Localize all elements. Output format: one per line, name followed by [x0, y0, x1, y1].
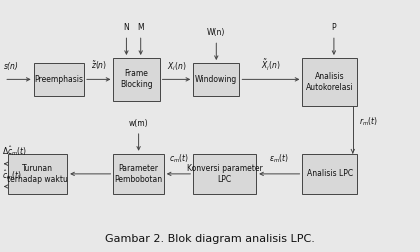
FancyBboxPatch shape: [113, 58, 160, 101]
Text: Turunan
terhadap waktu: Turunan terhadap waktu: [8, 164, 68, 184]
Text: M: M: [137, 23, 144, 32]
FancyBboxPatch shape: [193, 63, 239, 96]
Text: W(n): W(n): [207, 28, 226, 37]
Text: Gambar 2. Blok diagram analisis LPC.: Gambar 2. Blok diagram analisis LPC.: [105, 234, 315, 244]
Text: $X_i(n)$: $X_i(n)$: [167, 60, 186, 73]
Text: $\Delta\hat{c}_m(t)$: $\Delta\hat{c}_m(t)$: [2, 145, 27, 159]
Text: $c_m(t)$: $c_m(t)$: [168, 152, 189, 165]
Text: $\tilde{z}(n)$: $\tilde{z}(n)$: [91, 60, 107, 72]
Text: Analisis LPC: Analisis LPC: [307, 169, 353, 178]
Text: $\tilde{X}_i(n)$: $\tilde{X}_i(n)$: [261, 58, 281, 73]
FancyBboxPatch shape: [302, 154, 357, 194]
Text: $\hat{c}_m(t)$: $\hat{c}_m(t)$: [2, 169, 22, 182]
FancyBboxPatch shape: [8, 154, 67, 194]
Text: s(n): s(n): [4, 62, 19, 71]
FancyBboxPatch shape: [113, 154, 164, 194]
Text: N: N: [123, 23, 129, 32]
Text: Analisis
Autokorelasi: Analisis Autokorelasi: [306, 72, 354, 92]
Text: Konversi parameter
LPC: Konversi parameter LPC: [187, 164, 262, 184]
FancyBboxPatch shape: [34, 63, 84, 96]
FancyBboxPatch shape: [302, 58, 357, 106]
Text: Parameter
Pembobotan: Parameter Pembobotan: [115, 164, 163, 184]
Text: Windowing: Windowing: [195, 75, 237, 84]
Text: $\varepsilon_m(t)$: $\varepsilon_m(t)$: [269, 152, 289, 165]
Text: w(m): w(m): [129, 119, 148, 128]
Text: Preemphasis: Preemphasis: [34, 75, 83, 84]
Text: $r_m(t)$: $r_m(t)$: [359, 116, 378, 128]
FancyBboxPatch shape: [193, 154, 256, 194]
Text: Frame
Blocking: Frame Blocking: [120, 69, 153, 89]
Text: P: P: [331, 23, 336, 32]
